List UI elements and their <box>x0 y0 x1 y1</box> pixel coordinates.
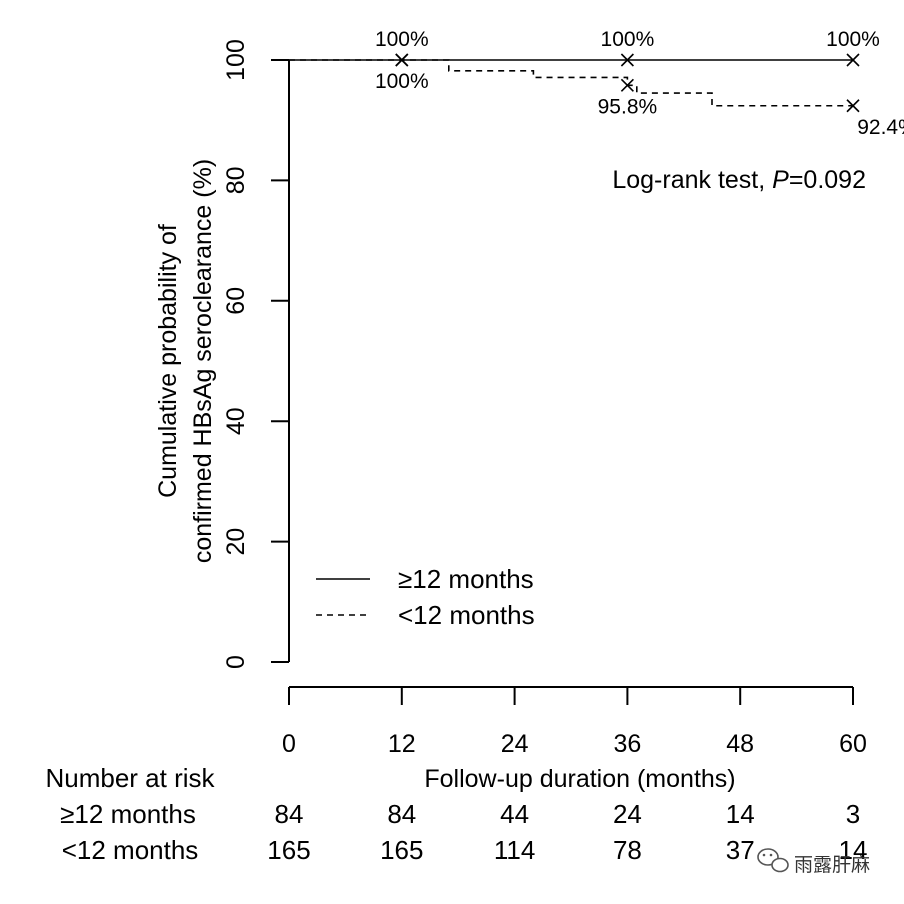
log-rank-annotation: Log-rank test, P=0.092 <box>612 166 866 194</box>
p-symbol: P <box>772 166 789 194</box>
risk-value-r0-c2: 44 <box>500 799 529 829</box>
risk-value-r1-c5: 14 <box>839 835 868 865</box>
pct-label-s0-1: 100% <box>601 28 655 51</box>
y-tick-label-60: 60 <box>222 287 250 315</box>
y-tick-label-80: 80 <box>222 166 250 194</box>
x-axis-title: Follow-up duration (months) <box>424 765 735 793</box>
risk-values: 84 84 44 24 14 3 165 165 114 78 37 14 <box>267 799 867 865</box>
x-tick-label-36: 36 <box>613 730 641 758</box>
risk-value-r0-c1: 84 <box>387 799 416 829</box>
y-tick-label-0: 0 <box>222 655 250 669</box>
legend-label-ge12: ≥12 months <box>398 564 534 594</box>
y-axis-title-line1: Cumulative probability of <box>154 224 182 498</box>
pct-label-s1-2: 92.4% <box>857 116 904 139</box>
y-tick-label-100: 100 <box>222 39 250 81</box>
p-value: =0.092 <box>789 166 866 194</box>
y-tick-label-40: 40 <box>222 407 250 435</box>
censor-marker-s0-1 <box>620 53 634 67</box>
risk-value-r0-c0: 84 <box>275 799 304 829</box>
legend-label-lt12: <12 months <box>398 600 535 630</box>
risk-value-r1-c0: 165 <box>267 835 310 865</box>
survival-curves <box>289 59 853 107</box>
risk-value-r0-c3: 24 <box>613 799 642 829</box>
risk-value-r0-c4: 14 <box>726 799 755 829</box>
pct-label-s1-0: 100% <box>375 70 429 93</box>
risk-value-r1-c1: 165 <box>380 835 423 865</box>
risk-value-r1-c3: 78 <box>613 835 642 865</box>
wechat-icon <box>757 848 789 873</box>
risk-row-label-ge12: ≥12 months <box>60 799 196 829</box>
watermark-text: 雨露肝麻 <box>794 854 870 876</box>
legend: ≥12 months <12 months <box>316 564 535 630</box>
censor-marker-s1-1 <box>620 78 634 92</box>
pct-label-s0-2: 100% <box>826 28 880 51</box>
x-tick-label-60: 60 <box>839 730 867 758</box>
censor-marker-s0-2 <box>846 53 860 67</box>
censor-marker-s1-0 <box>395 53 409 67</box>
censor-markers: 100% 100% 100% 100% 95.8% 92.4% <box>375 28 904 139</box>
number-at-risk-title: Number at risk <box>45 763 215 793</box>
x-ticks: 0 12 24 36 48 60 <box>282 687 867 758</box>
y-axis-title-line2: confirmed HBsAg seroclearance (%) <box>189 159 217 563</box>
x-tick-label-0: 0 <box>282 730 296 758</box>
curve-lt12-months <box>289 59 853 107</box>
y-ticks: 0 20 40 60 80 100 <box>222 39 289 669</box>
watermark: 雨露肝麻 <box>757 848 870 876</box>
y-tick-label-20: 20 <box>222 528 250 556</box>
risk-row-label-lt12: <12 months <box>62 835 199 865</box>
x-tick-label-24: 24 <box>501 730 529 758</box>
pct-label-s0-0: 100% <box>375 28 429 51</box>
log-rank-prefix: Log-rank test, <box>612 166 772 194</box>
risk-value-r0-c5: 3 <box>846 799 860 829</box>
pct-label-s1-1: 95.8% <box>598 95 658 118</box>
x-tick-label-12: 12 <box>388 730 416 758</box>
risk-value-r1-c2: 114 <box>494 835 535 865</box>
censor-marker-s1-2 <box>846 99 860 113</box>
x-tick-label-48: 48 <box>726 730 754 758</box>
risk-value-r1-c4: 37 <box>726 835 755 865</box>
